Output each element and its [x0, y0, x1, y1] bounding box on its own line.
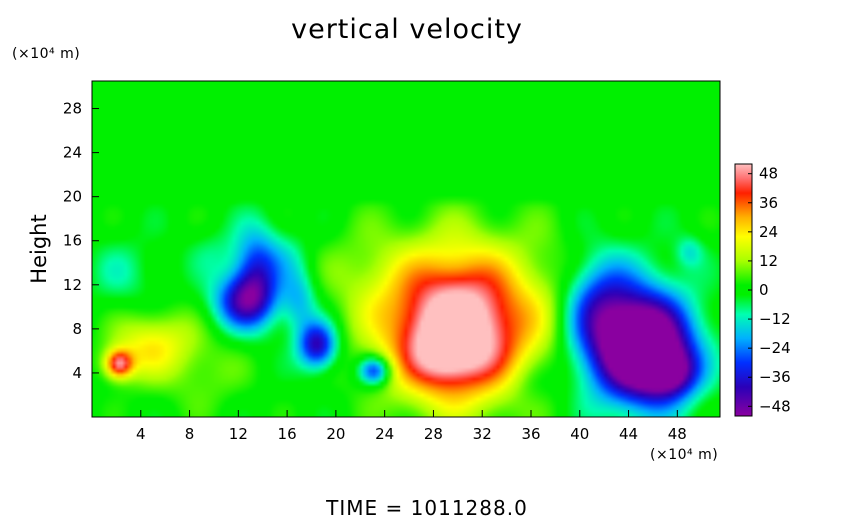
y-tick-label: 20 — [63, 188, 82, 206]
x-tick-label: 8 — [185, 425, 195, 443]
y-tick-label: 16 — [63, 232, 82, 250]
x-axis-unit: (×10⁴ m) — [650, 447, 719, 463]
x-tick-label: 48 — [668, 425, 687, 443]
colorbar-tick-label: −12 — [759, 310, 791, 328]
x-tick-label: 20 — [326, 425, 345, 443]
x-tick-label: 28 — [424, 425, 443, 443]
x-tick-label: 12 — [229, 425, 248, 443]
y-tick-label: 8 — [72, 320, 82, 338]
x-tick-label: 36 — [521, 425, 540, 443]
x-tick-label: 16 — [278, 425, 297, 443]
heatmap-field — [92, 81, 720, 417]
x-axis-ticks: 4 8 12 16 20 24 28 32 36 40 44 48 — [136, 410, 687, 443]
y-tick-label: 4 — [72, 364, 82, 382]
x-tick-label: 24 — [375, 425, 394, 443]
colorbar-tick-label: 12 — [759, 252, 778, 270]
colorbar-tick-label: 48 — [759, 165, 778, 183]
colorbar-ticks: 48 36 24 12 0 −12 −24 −36 −48 — [748, 165, 791, 415]
y-tick-label: 12 — [63, 276, 82, 294]
y-tick-label: 28 — [63, 100, 82, 118]
plot-frame — [91, 80, 721, 418]
x-tick-label: 40 — [570, 425, 589, 443]
time-footer: TIME = 1011288.0 — [326, 496, 528, 520]
colorbar-tick-label: −24 — [759, 339, 791, 357]
colorbar-tick-label: 24 — [759, 223, 778, 241]
colorbar-tick-label: 36 — [759, 194, 778, 212]
x-tick-label: 32 — [473, 425, 492, 443]
y-axis-ticks: 4 8 12 16 20 24 28 — [63, 100, 99, 382]
colorbar-tick-label: −36 — [759, 368, 791, 386]
x-tick-label: 44 — [619, 425, 638, 443]
y-axis-unit: (×10⁴ m) — [12, 46, 81, 62]
chart-title: vertical velocity — [291, 14, 523, 45]
y-tick-label: 24 — [63, 144, 82, 162]
heatmap-raster — [92, 81, 720, 417]
x-tick-label: 4 — [136, 425, 146, 443]
colorbar-tick-label: −48 — [759, 397, 791, 415]
colorbar-tick-label: 0 — [759, 281, 769, 299]
